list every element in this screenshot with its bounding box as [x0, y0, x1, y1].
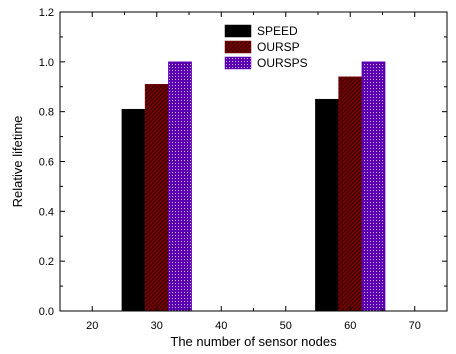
legend-swatch-oursp [224, 40, 252, 54]
bar-oursp-60 [338, 76, 363, 312]
x-tick-label: 30 [151, 320, 163, 332]
legend-label-oursp: OURSP [257, 40, 300, 54]
legend-label-speed: SPEED [257, 24, 298, 38]
legend-swatch-oursps [224, 56, 252, 70]
x-tick-label: 70 [409, 320, 421, 332]
y-tick-label: 0.2 [39, 256, 54, 268]
legend: SPEED OURSP OURSPS [224, 24, 308, 70]
y-tick-label: 1.2 [39, 7, 54, 19]
y-tick-label: 0.6 [39, 157, 54, 169]
bar-oursps-60 [361, 61, 386, 312]
bar-speed-60 [315, 98, 339, 312]
bar-oursps-30 [168, 61, 192, 312]
legend-label-oursps: OURSPS [257, 56, 308, 70]
y-tick-label: 0.0 [39, 306, 54, 318]
y-tick-label: 1.0 [39, 57, 54, 69]
tick-labels-group: 0.0 0.2 0.4 0.6 0.8 1.0 1.2 20 30 40 50 60 70 [39, 7, 421, 332]
bar-oursp-30 [144, 84, 169, 312]
y-tick-label: 0.8 [39, 107, 54, 119]
y-tick-label: 0.4 [39, 206, 54, 218]
axes-group [59, 11, 448, 312]
legend-swatch-speed [224, 24, 252, 38]
y-axis-title: Relative lifetime [10, 116, 25, 208]
bar-speed-30 [121, 108, 146, 312]
x-tick-label: 50 [280, 320, 292, 332]
x-tick-label: 40 [215, 320, 227, 332]
x-axis-title: The number of sensor nodes [170, 334, 337, 349]
x-tick-label: 60 [344, 320, 356, 332]
x-tick-label: 20 [86, 320, 98, 332]
plot-frame [59, 11, 448, 312]
bars-group [121, 61, 386, 312]
